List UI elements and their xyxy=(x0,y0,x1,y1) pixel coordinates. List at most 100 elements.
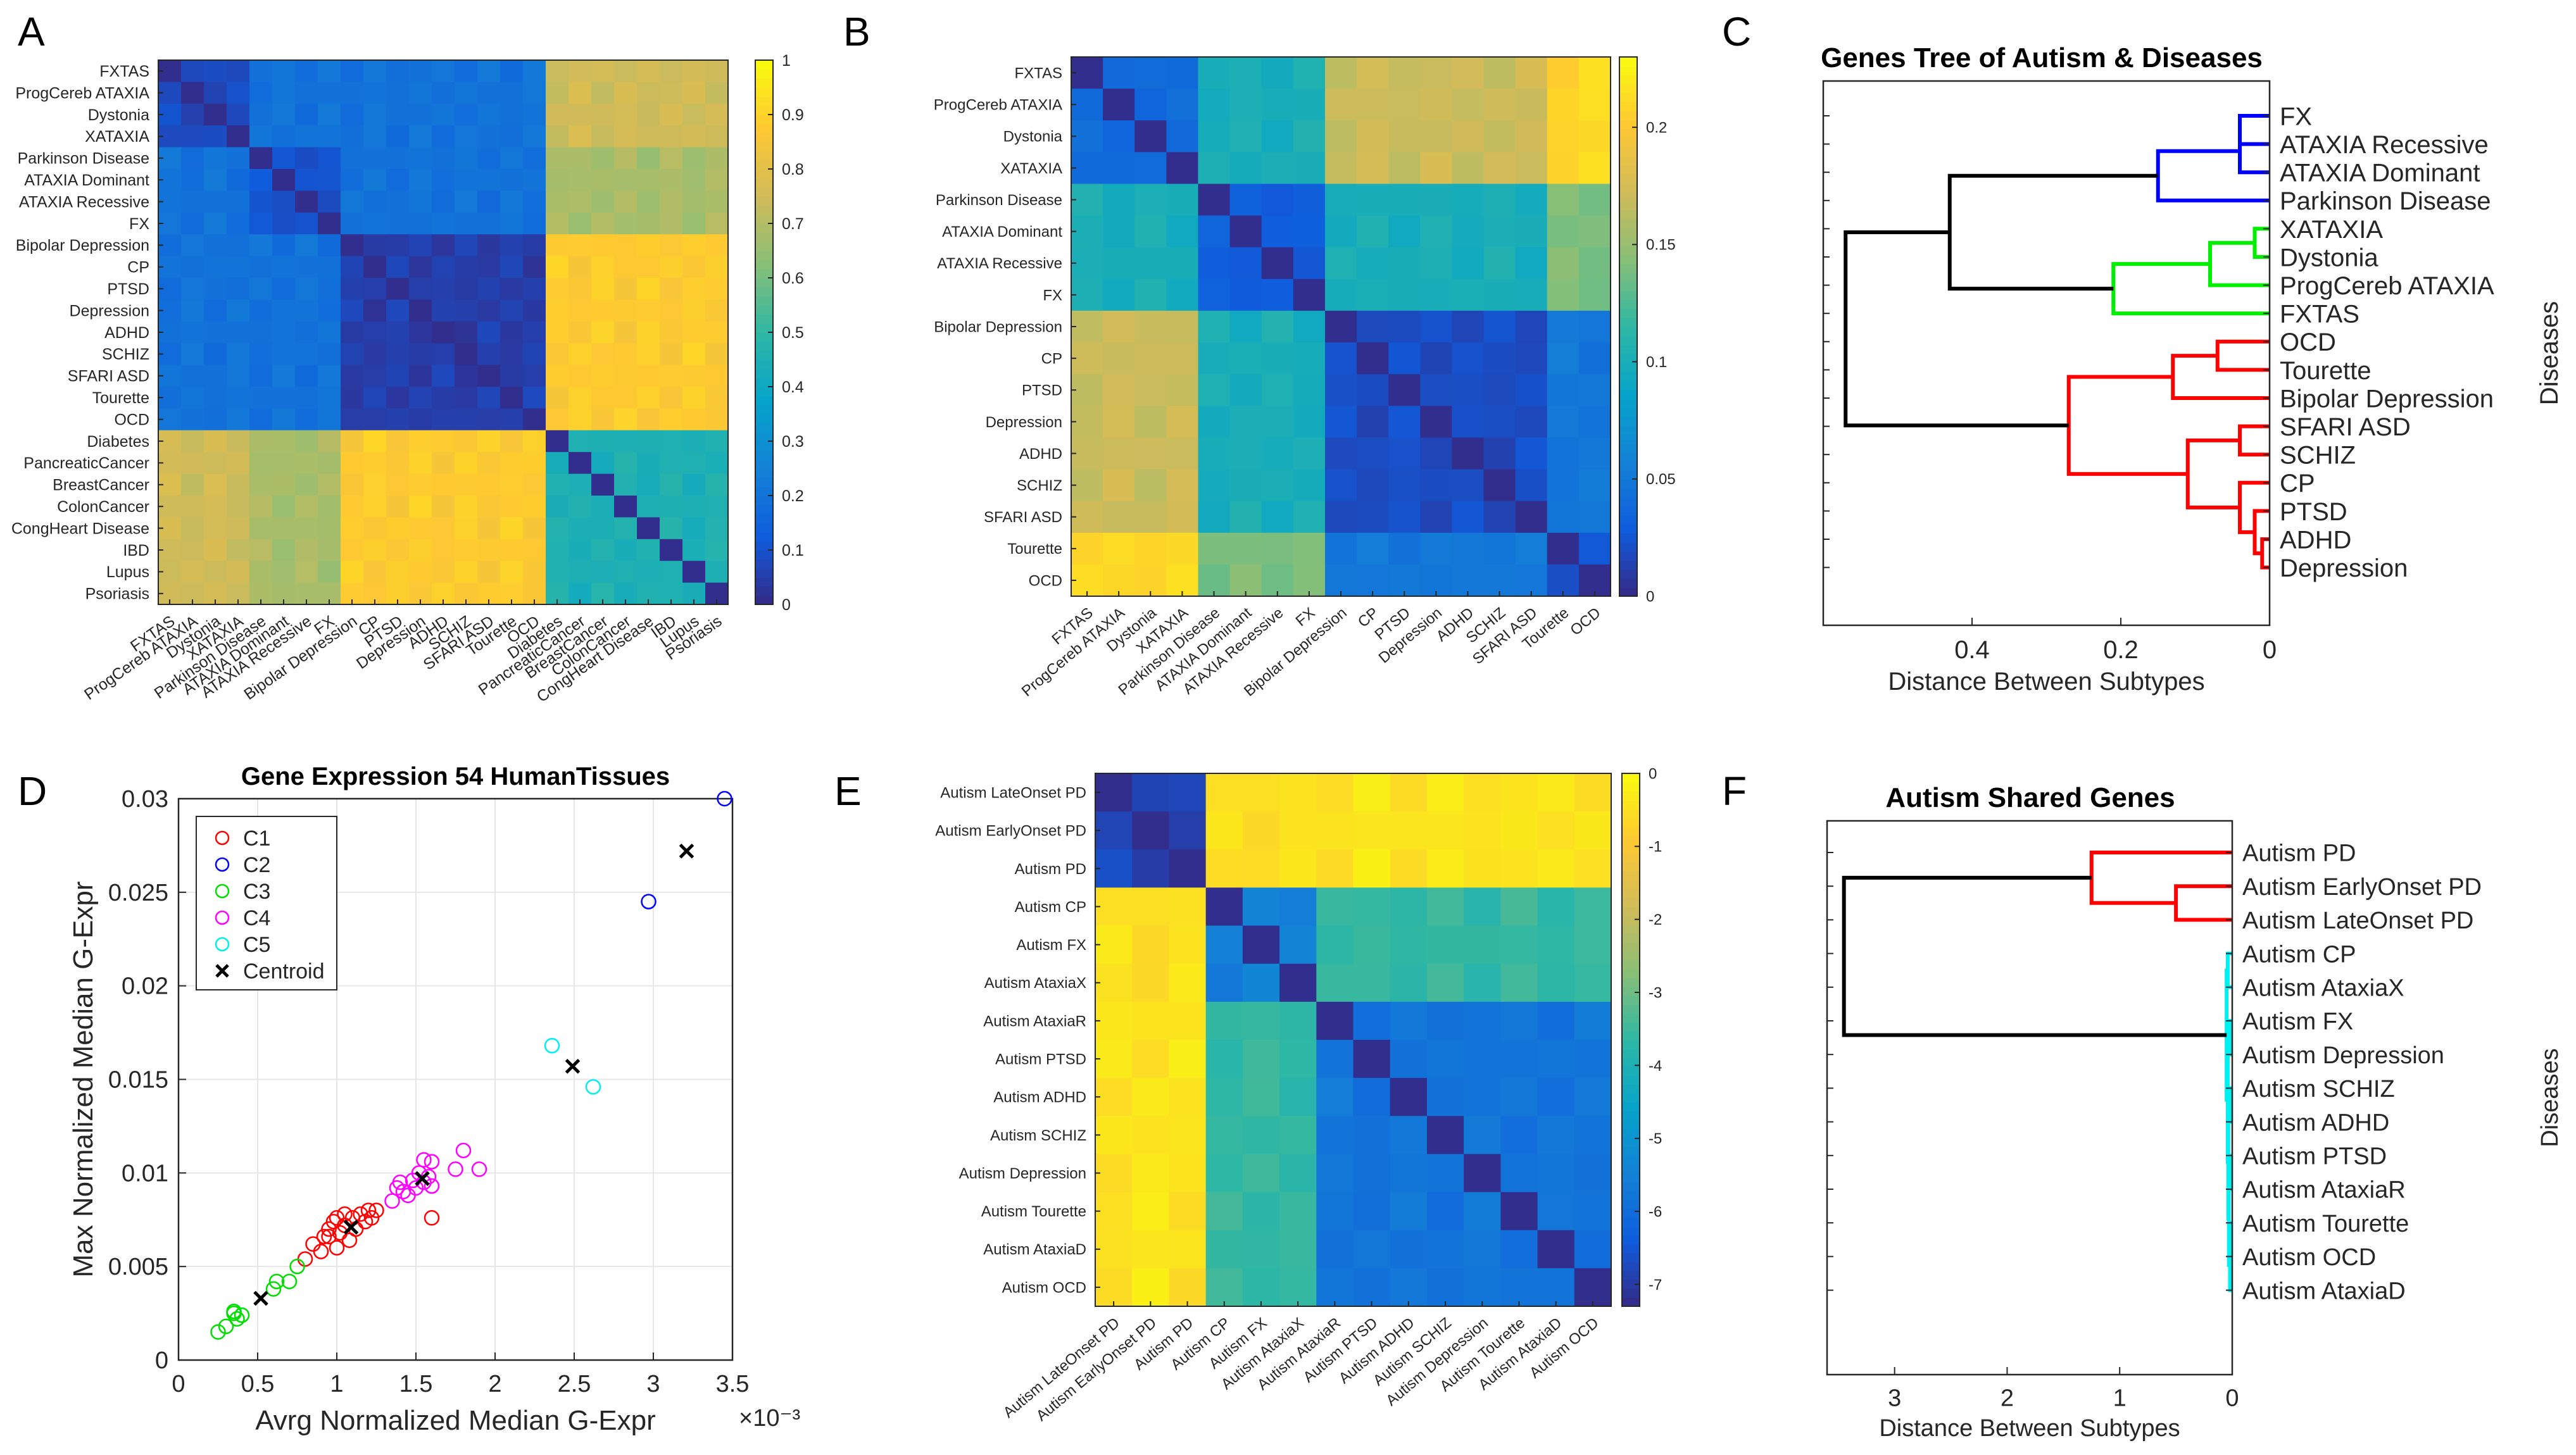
point-c3 xyxy=(226,1303,242,1320)
heatmap-cell xyxy=(1169,1268,1207,1307)
heatmap-cell xyxy=(295,169,318,191)
colorbar-segment xyxy=(755,496,773,506)
heatmap-cell xyxy=(614,408,638,431)
heatmap-cell xyxy=(1420,406,1453,439)
colorbar-segment xyxy=(1619,479,1637,489)
heatmap-cell xyxy=(181,103,204,126)
heatmap-cell xyxy=(455,147,478,170)
heatmap-cell xyxy=(1134,120,1167,153)
heatmap-cell xyxy=(1547,247,1580,280)
heatmap-cell xyxy=(363,408,387,431)
colorbar-segment xyxy=(1622,1102,1640,1112)
leaf-label-bipolar-depression: Bipolar Depression xyxy=(2280,385,2494,413)
colorbar-segment xyxy=(755,60,773,70)
dendrogram-link xyxy=(1842,875,2227,1037)
colorbar-segment xyxy=(1622,1021,1640,1032)
colorbar-segment xyxy=(755,341,773,351)
heatmap-cell xyxy=(1293,278,1326,311)
heatmap-cell xyxy=(227,365,250,387)
heatmap-cell xyxy=(1071,215,1103,248)
colorbar-segment xyxy=(755,450,773,460)
heatmap-cell xyxy=(569,299,592,322)
heatmap-cell xyxy=(1095,1040,1133,1078)
heatmap-cell xyxy=(569,190,592,213)
heatmap-cell xyxy=(500,539,524,561)
heatmap-cell xyxy=(1316,925,1354,965)
heatmap-cell xyxy=(1324,215,1357,248)
heatmap-cell xyxy=(295,190,318,213)
heatmap-cell xyxy=(181,452,204,475)
heatmap-cell xyxy=(1537,1230,1575,1269)
heatmap-cell xyxy=(682,517,706,540)
heatmap-cell xyxy=(181,299,204,322)
dendrogram-link xyxy=(2252,227,2270,259)
heatmap-cell xyxy=(272,387,296,409)
heatmap-cell xyxy=(227,82,250,104)
heatmap-cell xyxy=(295,60,318,82)
heatmap-cell xyxy=(1420,532,1453,565)
heatmap-cell xyxy=(500,234,524,257)
heatmap-cell xyxy=(1095,1230,1133,1269)
colorbar-segment xyxy=(1622,959,1640,970)
heatmap-cell xyxy=(500,256,524,278)
colorbar-segment xyxy=(755,132,773,142)
heatmap-cell xyxy=(1166,469,1199,502)
heatmap-cell xyxy=(1464,849,1501,889)
heatmap-cell xyxy=(227,256,250,278)
heatmap-cell xyxy=(523,299,546,322)
colorbar-segment xyxy=(755,123,773,134)
heatmap-cell xyxy=(1464,887,1501,927)
heatmap-cell xyxy=(1293,247,1326,280)
heatmap-cell xyxy=(204,408,227,431)
heatmap-cell xyxy=(591,190,615,213)
heatmap-cell xyxy=(1483,310,1516,343)
dendrogram-link xyxy=(2185,438,2240,509)
heatmap-cell xyxy=(1316,1192,1354,1231)
heatmap-cell xyxy=(1452,57,1485,89)
heatmap-cell xyxy=(432,299,455,322)
heatmap-cell xyxy=(637,430,660,453)
heatmap-cell xyxy=(1279,1154,1317,1193)
heatmap-cell xyxy=(1205,811,1243,850)
colorbar-segment xyxy=(755,396,773,406)
heatmap-cell xyxy=(682,256,706,278)
heatmap-cell xyxy=(500,299,524,322)
heatmap-cell xyxy=(591,387,615,409)
heatmap-cell xyxy=(295,82,318,104)
colorbar-segment xyxy=(755,169,773,179)
heatmap-cell xyxy=(1205,887,1243,927)
heatmap-cell xyxy=(500,408,524,431)
heatmap-cell xyxy=(409,321,432,344)
heatmap-cell xyxy=(1464,811,1501,850)
heatmap-cell xyxy=(1293,532,1326,565)
heatmap-cell xyxy=(341,408,364,431)
heatmap-cell xyxy=(1515,89,1548,121)
colorbar-tick-label: 0.4 xyxy=(782,378,804,396)
leaf-label-autism-schiz: Autism SCHIZ xyxy=(2242,1076,2395,1102)
leaf-label-autism-earlyonset-pd: Autism EarlyOnset PD xyxy=(2242,874,2482,901)
heatmap-cell xyxy=(1316,1040,1354,1078)
heatmap-cell xyxy=(341,147,364,170)
colorbar-segment xyxy=(1619,389,1637,399)
heatmap-cell xyxy=(477,278,501,300)
heatmap-cell xyxy=(523,60,546,82)
heatmap-cell xyxy=(1071,469,1103,502)
heatmap-cell xyxy=(1464,963,1501,1002)
heatmap-cell xyxy=(591,103,615,126)
heatmap-cell xyxy=(1388,374,1421,406)
heatmap-cell xyxy=(1452,120,1485,153)
heatmap-cell xyxy=(591,169,615,191)
point-c1 xyxy=(424,1210,440,1226)
heatmap-cell xyxy=(1452,152,1485,185)
colorbar-segment xyxy=(1622,933,1640,943)
heatmap-cell xyxy=(1132,849,1170,889)
heatmap-cell xyxy=(295,452,318,475)
heatmap-cell xyxy=(1452,469,1485,502)
colorbar-segment xyxy=(755,540,773,551)
point-c3 xyxy=(289,1258,305,1275)
heatmap-cell xyxy=(204,169,227,191)
heatmap-cell xyxy=(1134,310,1167,343)
heatmap-cell xyxy=(1198,532,1231,565)
heatmap-cell xyxy=(432,147,455,170)
row-label-ocd: OCD xyxy=(114,411,149,428)
